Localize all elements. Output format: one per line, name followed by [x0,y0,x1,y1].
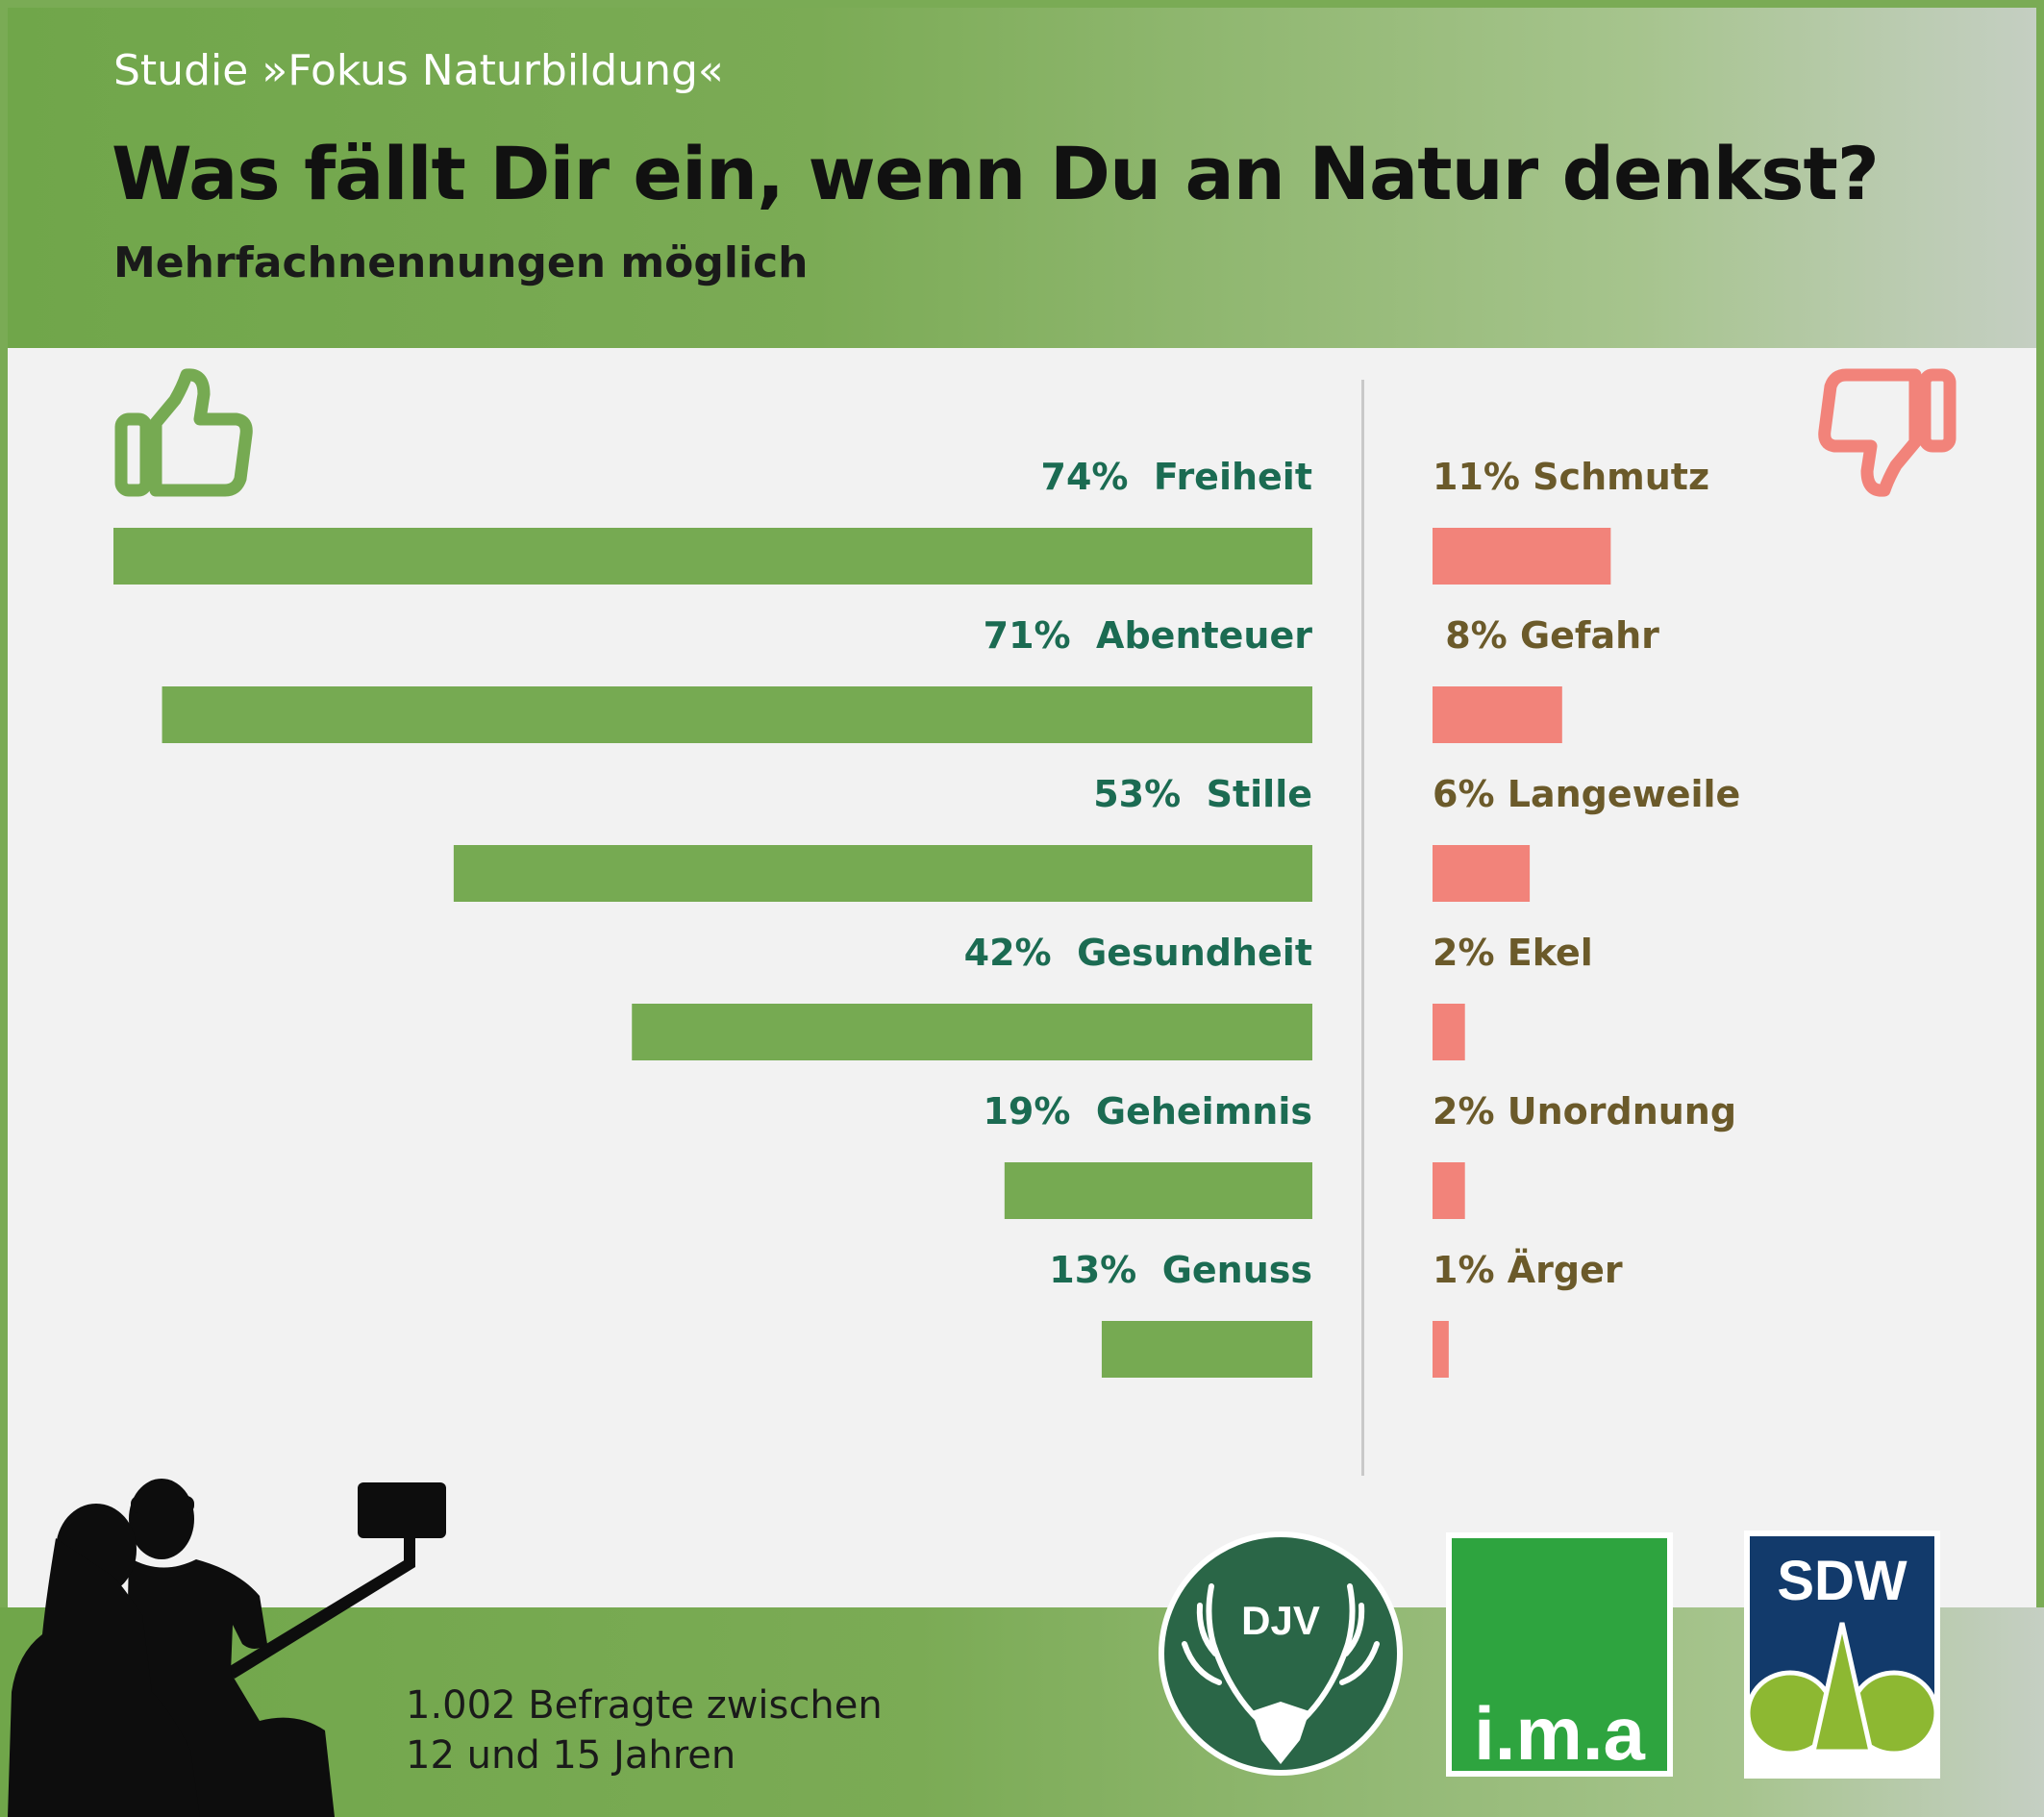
label-negative-langeweile: 6% Langeweile [1433,773,1740,815]
bar-positive-freiheit [113,528,1312,585]
center-divider [1361,380,1364,1476]
respondents-line-1: 1.002 Befragte zwischen [406,1683,883,1728]
bar-negative-ekel [1433,1004,1465,1060]
label-positive-genuss: 13% Genuss [1049,1249,1312,1291]
bar-positive-abenteuer [162,686,1312,743]
thumbs-up-icon [114,368,253,497]
bar-negative-ärger [1433,1321,1449,1378]
bar-positive-geheimnis [1004,1162,1312,1219]
label-negative-schmutz: 11% Schmutz [1433,456,1709,498]
label-negative-unordnung: 2% Unordnung [1433,1090,1736,1133]
subtitle: Mehrfachnennungen möglich [113,238,809,287]
thumbs-down-icon [1818,368,1957,497]
label-positive-geheimnis: 19% Geheimnis [983,1090,1312,1133]
bar-positive-stille [453,845,1312,902]
label-negative-gefahr: 8% Gefahr [1433,614,1659,657]
label-positive-abenteuer: 71% Abenteuer [984,614,1313,657]
djv-logo-text: DJV [1241,1598,1320,1643]
label-positive-stille: 53% Stille [1093,773,1312,815]
study-name: Studie »Fokus Naturbildung« [113,46,724,95]
bar-negative-schmutz [1433,528,1611,585]
bar-negative-langeweile [1433,845,1531,902]
label-negative-ekel: 2% Ekel [1433,932,1593,974]
sdw-logo: SDW [1744,1531,1940,1779]
ima-logo-text: i.m.a [1474,1691,1645,1776]
label-positive-gesundheit: 42% Gesundheit [964,932,1312,974]
sdw-logo-text: SDW [1777,1550,1907,1612]
bar-positive-gesundheit [632,1004,1312,1060]
ima-logo: i.m.a [1446,1532,1673,1777]
selfie-silhouette-icon [8,1479,446,1817]
djv-logo: DJV [1159,1531,1403,1776]
bar-negative-gefahr [1433,686,1562,743]
label-negative-ärger: 1% Ärger [1433,1249,1623,1291]
page-title: Was fällt Dir ein, wenn Du an Natur denk… [112,131,1880,216]
bar-positive-genuss [1101,1321,1312,1378]
label-positive-freiheit: 74% Freiheit [1041,456,1313,498]
respondents-note: 1.002 Befragte zwischen 12 und 15 Jahren [406,1680,883,1780]
bar-negative-unordnung [1433,1162,1465,1219]
bar-chart: 74% Freiheit 71% Abenteuer 53% Stille 42% G… [113,456,1740,1378]
respondents-line-2: 12 und 15 Jahren [406,1733,736,1778]
header-band: Studie »Fokus Naturbildung« Was fällt Di… [0,0,2044,348]
footer-band [0,1607,2044,1817]
